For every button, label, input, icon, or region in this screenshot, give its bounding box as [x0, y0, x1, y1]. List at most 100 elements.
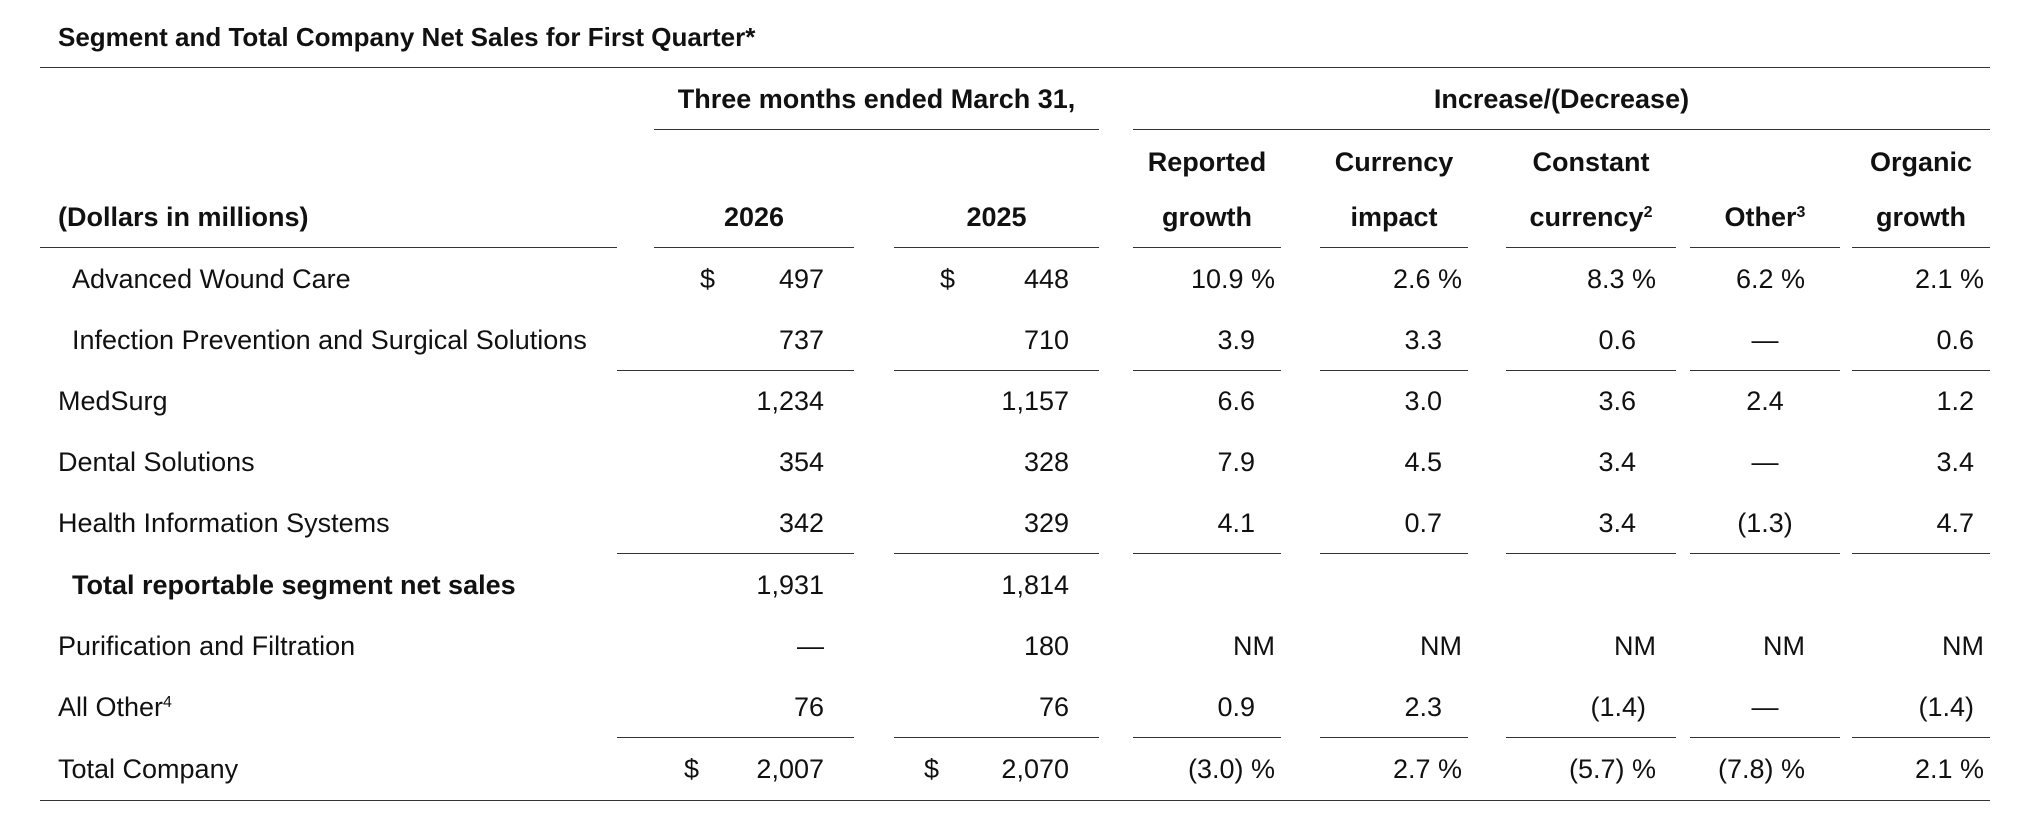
rule: [1320, 553, 1468, 554]
footnote-3: 3: [1796, 204, 1806, 221]
row-label: Total reportable segment net sales: [72, 570, 516, 600]
value-2025: 2,070: [1001, 754, 1069, 784]
constant-currency: 8.3 %: [1586, 264, 1656, 294]
constant-header-line2: currency2: [1506, 202, 1676, 232]
rule: [1852, 247, 1990, 248]
other-header-text: Other: [1724, 202, 1797, 232]
row-label: MedSurg: [58, 386, 168, 416]
row-label: Advanced Wound Care: [72, 264, 351, 294]
rule: [894, 737, 1099, 738]
rule: [654, 247, 854, 248]
rule: [1852, 553, 1990, 554]
reported-growth: 0.9: [1217, 692, 1255, 722]
reported-growth: 7.9: [1217, 447, 1255, 477]
currency-header-line2: impact: [1350, 202, 1438, 232]
value-2026: —: [797, 631, 824, 661]
rule: [894, 370, 1099, 371]
value-2026: 76: [793, 692, 824, 722]
reported-growth: 3.9: [1217, 325, 1255, 355]
currency-impact: NM: [1420, 631, 1462, 661]
table-title: Segment and Total Company Net Sales for …: [58, 22, 756, 52]
currency-impact: 3.0: [1404, 386, 1442, 416]
value-2026: 2,007: [756, 754, 824, 784]
constant-currency: 0.6: [1598, 325, 1636, 355]
row-label: Infection Prevention and Surgical Soluti…: [72, 325, 587, 355]
rule: [1133, 247, 1281, 248]
rule: [1506, 737, 1676, 738]
row-label: All Other4: [58, 692, 172, 722]
rule: [1690, 737, 1840, 738]
value-2025: 1,157: [1001, 386, 1069, 416]
reported-header-line1: Reported: [1147, 147, 1267, 177]
other-value: 6.2 %: [1735, 264, 1805, 294]
constant-currency: 3.4: [1598, 508, 1636, 538]
reported-header-line2: growth: [1162, 202, 1252, 232]
row-label: Dental Solutions: [58, 447, 255, 477]
rule: [1320, 247, 1468, 248]
constant-currency: (1.4): [1590, 692, 1646, 722]
change-group-header: Increase/(Decrease): [1433, 84, 1690, 114]
organic-growth: 2.1 %: [1914, 754, 1984, 784]
dollar-sign: $: [684, 754, 700, 784]
table-bottom-rule: [40, 800, 1990, 801]
value-2025: 180: [1023, 631, 1069, 661]
rule: [617, 370, 854, 371]
rule: [1506, 247, 1676, 248]
currency-impact: 2.7 %: [1392, 754, 1462, 784]
organic-growth: 1.2: [1936, 386, 1974, 416]
organic-growth: (1.4): [1918, 692, 1974, 722]
rule: [1320, 370, 1468, 371]
reported-growth: NM: [1233, 631, 1275, 661]
organic-growth: 2.1 %: [1914, 264, 1984, 294]
currency-impact: 3.3: [1404, 325, 1442, 355]
value-2025: 76: [1038, 692, 1069, 722]
period-group-rule: [654, 129, 1099, 130]
reported-growth: 10.9 %: [1190, 264, 1275, 294]
constant-header-text: currency: [1529, 202, 1644, 232]
rule: [1690, 553, 1840, 554]
row-label: Purification and Filtration: [58, 631, 356, 661]
row-label: Health Information Systems: [58, 508, 390, 538]
rule: [617, 737, 854, 738]
rule: [617, 553, 854, 554]
reported-growth: 6.6: [1217, 386, 1255, 416]
rule: [1133, 553, 1281, 554]
currency-impact: 0.7: [1404, 508, 1442, 538]
other-value: 2.4: [1746, 386, 1784, 416]
year-2026-header: 2026: [723, 202, 785, 232]
constant-currency: 3.6: [1598, 386, 1636, 416]
rule: [1133, 370, 1281, 371]
other-value: (1.3): [1737, 508, 1793, 538]
value-2026: 1,931: [756, 570, 824, 600]
change-group-rule: [1133, 129, 1990, 130]
currency-header-line1: Currency: [1334, 147, 1454, 177]
other-value: NM: [1763, 631, 1805, 661]
other-value: —: [1751, 692, 1779, 722]
rule: [1506, 370, 1676, 371]
organic-growth: 4.7: [1936, 508, 1974, 538]
footnote-2: 2: [1643, 204, 1653, 221]
value-2026: 497: [778, 264, 824, 294]
rule: [1690, 247, 1840, 248]
organic-growth: NM: [1942, 631, 1984, 661]
value-2026: 354: [778, 447, 824, 477]
dollar-sign: $: [940, 264, 956, 294]
dollar-sign: $: [924, 754, 940, 784]
value-2025: 1,814: [1001, 570, 1069, 600]
currency-impact: 4.5: [1404, 447, 1442, 477]
rule: [1690, 370, 1840, 371]
constant-currency: (5.7) %: [1568, 754, 1656, 784]
organic-growth: 0.6: [1936, 325, 1974, 355]
reported-growth: 4.1: [1217, 508, 1255, 538]
constant-header-line1: Constant: [1532, 147, 1650, 177]
rule: [1852, 737, 1990, 738]
rule: [1133, 737, 1281, 738]
constant-currency: NM: [1614, 631, 1656, 661]
reported-growth: (3.0) %: [1187, 754, 1275, 784]
other-value: (7.8) %: [1717, 754, 1805, 784]
rule: [1320, 737, 1468, 738]
value-2025: 710: [1023, 325, 1069, 355]
organic-header-line1: Organic: [1869, 147, 1973, 177]
rule: [894, 247, 1099, 248]
rule: [1852, 370, 1990, 371]
